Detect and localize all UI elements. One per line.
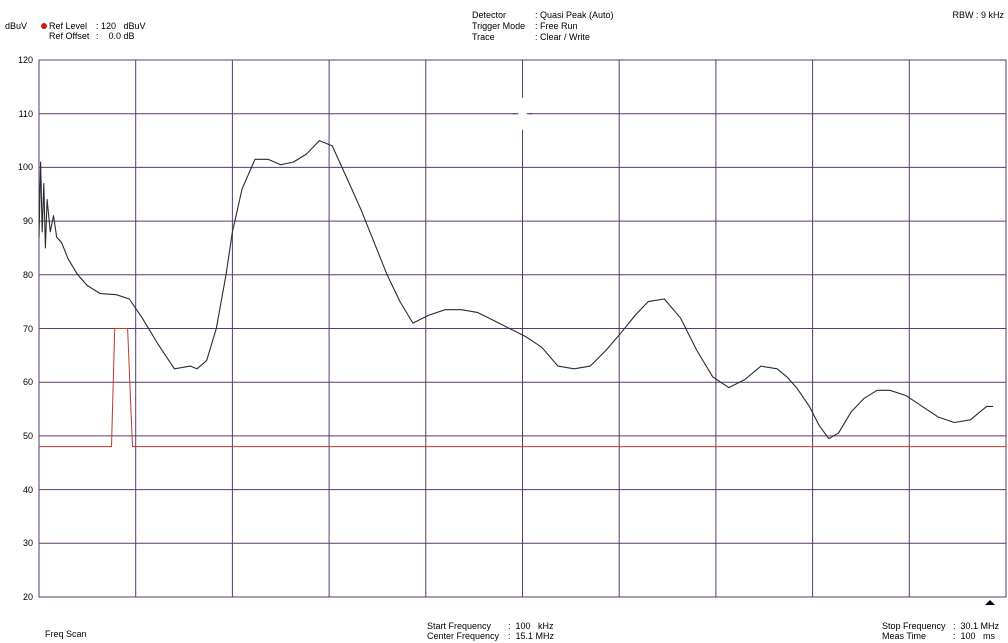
start-frequency-value: : 100 kHz [508,621,554,631]
meas-time-value: : 100 ms [953,631,996,641]
y-tick-label: 110 [18,108,33,119]
trace-value: : Clear / Write [535,32,590,42]
y-tick-label: 90 [22,216,33,227]
y-tick-label: 70 [22,323,33,334]
limit-line [39,328,1006,448]
detector-label: Detector [472,10,507,20]
ref-offset-value: : 0.0 dB [96,31,135,41]
y-tick-label: 80 [22,269,33,280]
ref-level-marker [41,23,47,29]
y-tick-label: 40 [22,484,33,495]
center-marker-gap [516,91,529,136]
y-tick-label: 20 [22,592,33,602]
ref-level-value: : 120 dBuV [96,21,146,31]
y-tick-label: 30 [22,538,33,549]
stop-frequency-value: : 30.1 MHz [953,621,1000,631]
detector-value: : Quasi Peak (Auto) [535,10,614,20]
meas-time-label: Meas Time [882,631,927,641]
y-unit-label: dBuV [5,21,28,31]
measurement-trace [38,140,994,440]
y-tick-label: 60 [22,377,33,388]
ref-level-label: Ref Level [49,21,88,31]
y-tick-label: 120 [17,55,33,65]
start-frequency-label: Start Frequency [427,621,492,631]
trigger-mode-value: : Free Run [535,21,578,31]
trace-label: Trace [472,32,495,42]
scan-mode-label: Freq Scan [45,629,87,639]
ref-offset-label: Ref Offset [49,31,90,41]
y-tick-label: 50 [22,430,33,441]
rbw-readout: RBW : 9 kHz [952,10,1004,20]
trigger-mode-label: Trigger Mode [472,21,526,31]
stop-marker-icon [985,600,995,605]
center-frequency-label: Center Frequency [427,631,500,641]
center-frequency-value: : 15.1 MHz [508,631,555,641]
y-tick-label: 100 [17,162,33,173]
stop-frequency-label: Stop Frequency [882,621,946,631]
